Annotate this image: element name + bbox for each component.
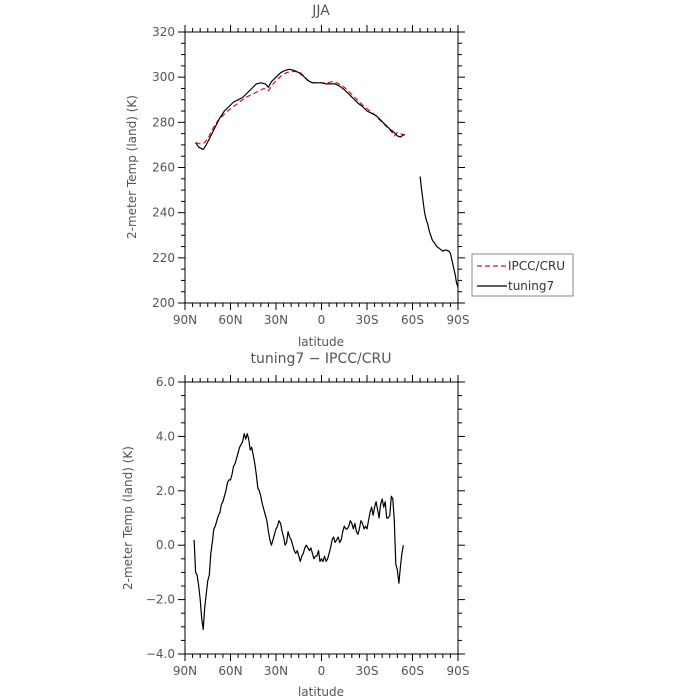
chart-title: JJA xyxy=(311,3,330,19)
x-axis-label: latitude xyxy=(298,335,344,349)
x-tick-label: 0 xyxy=(318,664,326,678)
y-tick-label: 300 xyxy=(152,70,175,84)
series-line-difference-0-0 xyxy=(193,433,404,631)
x-tick-label: 90S xyxy=(447,313,470,327)
x-tick-label: 90N xyxy=(173,664,197,678)
plot-frame xyxy=(184,31,459,304)
y-tick-label: 200 xyxy=(152,296,175,310)
y-tick-label: −4.0 xyxy=(146,647,175,661)
x-tick-label: 90S xyxy=(447,664,470,678)
temperature-chart: JJA 90N 60N 30N 0 30S 60S 90S 200 220 240 260 280 30… xyxy=(125,3,574,349)
y-tick-label: 240 xyxy=(152,206,175,220)
x-tick-label: 30S xyxy=(356,313,379,327)
x-tick-label: 0 xyxy=(318,313,326,327)
legend-box xyxy=(471,253,574,297)
y-tick-label: −2.0 xyxy=(146,593,175,607)
x-tick-label: 30S xyxy=(356,664,379,678)
x-tick-label: 30N xyxy=(264,664,288,678)
x-tick-label: 60N xyxy=(218,664,242,678)
y-axis-label: 2-meter Temp (land) (K) xyxy=(121,446,135,590)
plot-frame xyxy=(184,381,459,655)
x-tick-label: 60S xyxy=(401,313,424,327)
series-line-tuning7-0 xyxy=(195,68,405,150)
y-tick-label: 260 xyxy=(152,161,175,175)
y-tick-label: 280 xyxy=(152,115,175,129)
x-axis-label: latitude xyxy=(298,685,344,699)
y-tick-label: 0.0 xyxy=(156,538,175,552)
x-tick-label: 90N xyxy=(173,313,197,327)
y-tick-label: 6.0 xyxy=(156,375,175,389)
legend-label-ipcc-cru: IPCC/CRU xyxy=(508,259,565,273)
y-tick-label: 220 xyxy=(152,251,175,265)
x-tick-label: 60S xyxy=(401,664,424,678)
x-tick-label: 60N xyxy=(218,313,242,327)
y-tick-label: 320 xyxy=(152,25,175,39)
x-tick-label: 30N xyxy=(264,313,288,327)
chart-title: tuning7 − IPCC/CRU xyxy=(250,351,391,367)
legend-label-tuning7: tuning7 xyxy=(508,279,554,293)
difference-chart: tuning7 − IPCC/CRU 90N 60N 30N 0 30S 60S 90S −4… xyxy=(121,351,469,699)
legend: IPCC/CRU tuning7 xyxy=(471,253,574,297)
y-tick-label: 2.0 xyxy=(156,484,175,498)
series-line-tuning7-1 xyxy=(419,176,459,288)
y-tick-label: 4.0 xyxy=(156,429,175,443)
y-axis-label: 2-meter Temp (land) (K) xyxy=(125,95,139,239)
